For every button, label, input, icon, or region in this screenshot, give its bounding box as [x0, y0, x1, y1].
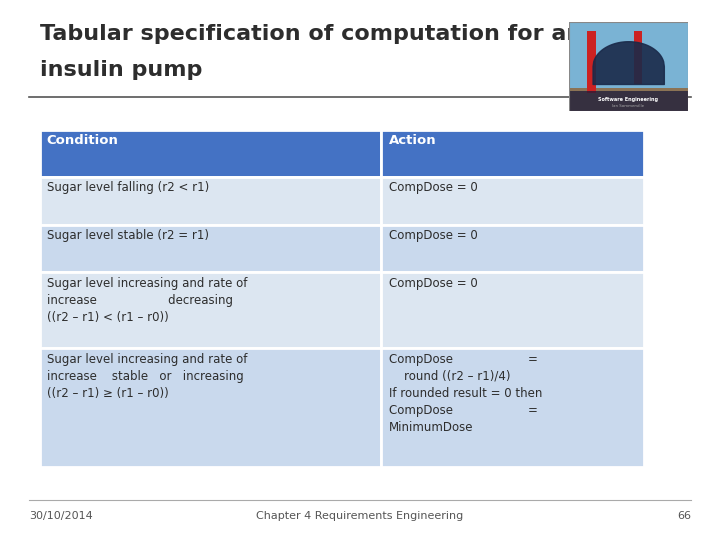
Bar [569, 22, 688, 89]
Text: 66: 66 [678, 511, 691, 521]
Text: Software Engineering: Software Engineering [598, 97, 658, 102]
Text: Sugar level stable (r2 = r1): Sugar level stable (r2 = r1) [47, 229, 209, 242]
Bar [569, 89, 688, 111]
Text: insulin pump: insulin pump [40, 60, 202, 80]
Text: CompDose = 0: CompDose = 0 [389, 181, 477, 194]
Text: Ian Sommerville: Ian Sommerville [612, 104, 644, 108]
Text: CompDose = 0: CompDose = 0 [389, 276, 477, 289]
Bar [382, 225, 644, 272]
Bar [382, 348, 644, 467]
Bar [40, 177, 382, 225]
Text: CompDose = 0: CompDose = 0 [389, 229, 477, 242]
Bar [40, 348, 382, 467]
Text: Sugar level increasing and rate of
increase                   decreasing
((r2 – : Sugar level increasing and rate of incre… [47, 276, 247, 323]
Text: Tabular specification of computation for an: Tabular specification of computation for… [40, 24, 582, 44]
Text: Sugar level increasing and rate of
increase    stable   or   increasing
((r2 – r: Sugar level increasing and rate of incre… [47, 353, 247, 400]
Bar [634, 30, 642, 84]
Text: Action: Action [389, 134, 436, 147]
Bar [382, 130, 644, 177]
Bar [40, 272, 382, 348]
Bar [40, 130, 382, 177]
Bar [40, 225, 382, 272]
Text: CompDose                    =
    round ((r2 – r1)/4)
If rounded result = 0 then: CompDose = round ((r2 – r1)/4) If rounde… [389, 353, 542, 434]
Text: Sugar level falling (r2 < r1): Sugar level falling (r2 < r1) [47, 181, 209, 194]
Bar [382, 177, 644, 225]
Text: Chapter 4 Requirements Engineering: Chapter 4 Requirements Engineering [256, 511, 464, 521]
Bar [569, 91, 688, 111]
Bar [382, 272, 644, 348]
Text: 30/10/2014: 30/10/2014 [29, 511, 93, 521]
Text: Condition: Condition [47, 134, 119, 147]
Bar [587, 30, 596, 93]
